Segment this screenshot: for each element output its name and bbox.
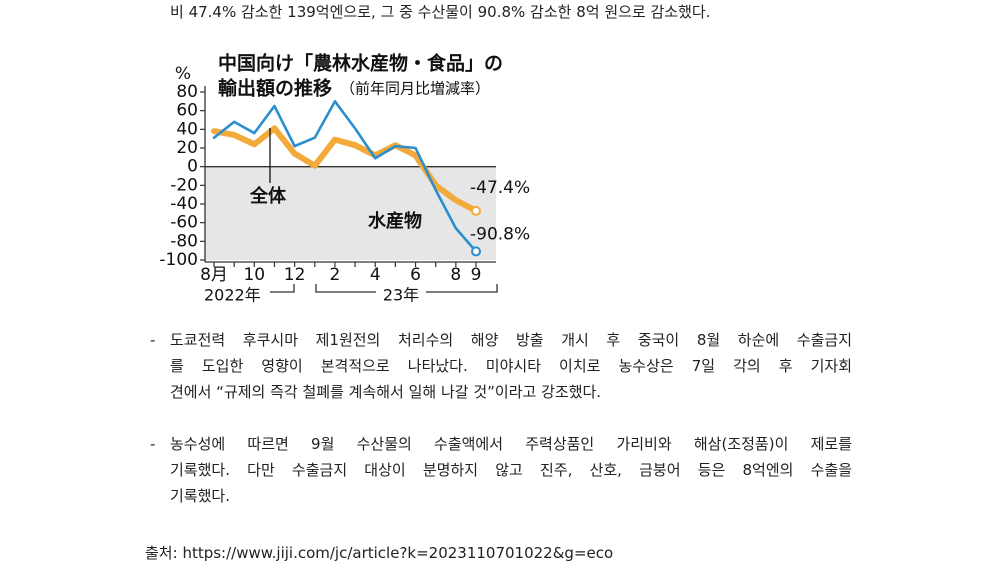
- chart-title: 輸出額の推移: [218, 77, 332, 100]
- year-bracket: [315, 284, 376, 293]
- y-tick-label: -60: [170, 213, 198, 233]
- legend-label: 水産物: [368, 210, 422, 232]
- paragraph-line: 도쿄전력 후쿠시마 제1원전의 처리수의 해양 방출 개시 후 중국이 8월 하…: [170, 331, 852, 349]
- chart-title: 中国向け「農林水産物・食品」の: [218, 52, 503, 75]
- year-label: 2022年: [204, 286, 261, 305]
- y-tick-label: 0: [187, 157, 198, 177]
- y-tick-label: 20: [176, 138, 198, 158]
- end-marker: [471, 205, 481, 216]
- year-label: 23年: [383, 286, 419, 305]
- bullet: -: [150, 331, 156, 349]
- x-tick-label: 12: [284, 265, 306, 285]
- intro-text: 비 47.4% 감소한 139억엔으로, 그 중 수산물이 90.8% 감소한 …: [170, 3, 711, 21]
- value-label: -47.4%: [470, 178, 530, 198]
- y-unit: %: [175, 64, 191, 84]
- source-url[interactable]: https://www.jiji.com/jc/article?k=202311…: [182, 544, 614, 562]
- bullet: -: [150, 435, 156, 453]
- x-tick-label: 6: [410, 265, 421, 285]
- y-tick-label: -40: [170, 194, 198, 214]
- x-tick-label: 8: [450, 265, 461, 285]
- year-bracket: [270, 284, 295, 293]
- source-label: 출처:: [145, 544, 178, 562]
- y-tick-label: -20: [170, 175, 198, 195]
- end-marker: [471, 246, 481, 257]
- x-tick-label: 10: [243, 265, 265, 285]
- x-tick-label: 8月: [200, 265, 228, 285]
- x-tick-label: 2: [330, 265, 341, 285]
- chart-subtitle: （前年同月比増減率）: [340, 80, 490, 98]
- x-tick-label: 4: [370, 265, 381, 285]
- negative-area: [205, 166, 496, 260]
- y-tick-label: 60: [176, 101, 198, 121]
- series-line: [212, 100, 478, 253]
- source: 출처: https://www.jiji.com/jc/article?k=20…: [145, 543, 613, 563]
- y-tick-label: 80: [176, 82, 198, 102]
- x-tick-label: 9: [471, 265, 482, 285]
- value-label: -90.8%: [470, 224, 530, 244]
- paragraph-line: 기록했다.: [170, 487, 230, 505]
- paragraph-line: 기록했다. 다만 수출금지 대상이 분명하지 않고 진주, 산호, 금붕어 등은…: [170, 461, 852, 479]
- legend-label: 全体: [249, 185, 287, 207]
- y-tick-label: -80: [170, 231, 198, 251]
- paragraph-line: 농수성에 따르면 9월 수산물의 수출액에서 주력상품인 가리비와 해삼(조정품…: [170, 435, 852, 453]
- y-tick-label: 40: [176, 119, 198, 139]
- y-tick-label: -100: [159, 250, 198, 270]
- paragraph-line: 견에서 “규제의 즉각 철폐를 계속해서 일해 나갈 것”이라고 강조했다.: [170, 383, 602, 401]
- year-bracket: [426, 284, 498, 293]
- paragraph-line: 를 도입한 영향이 본격적으로 나타났다. 미야시타 이치로 농수상은 7일 각…: [170, 357, 852, 375]
